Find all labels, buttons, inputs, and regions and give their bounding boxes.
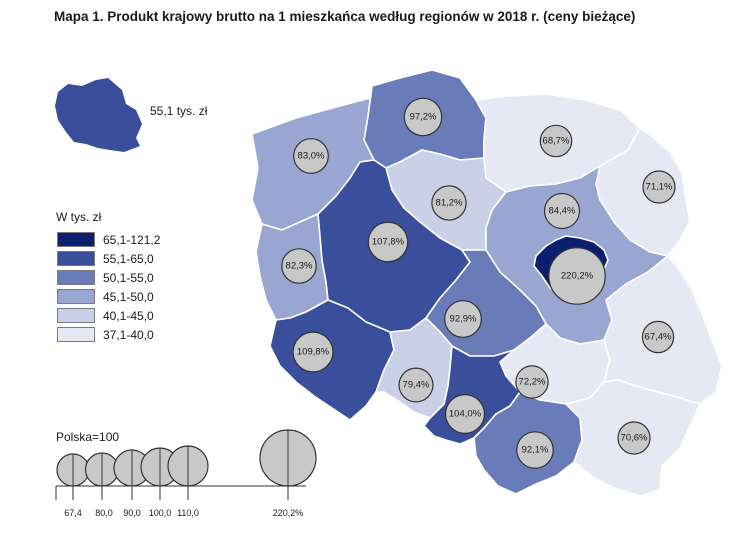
legend-swatch	[57, 270, 95, 285]
bubble-label-3: 81,2%	[436, 198, 463, 209]
bubble-12	[515, 365, 549, 399]
legend-item: 45,1-50,0	[57, 288, 154, 305]
bubble-7	[543, 192, 581, 230]
size-legend-title: Polska=100	[56, 430, 120, 444]
bubble-5	[281, 248, 317, 284]
bubble-label-4: 71,1%	[646, 182, 673, 193]
size-legend-tick: 90,0	[123, 508, 141, 518]
legend-label: 65,1-121,2	[103, 232, 161, 247]
bubble-label-7: 84,4%	[549, 206, 576, 217]
bubble-3	[431, 185, 467, 221]
legend-label: 55,1-65,0	[103, 251, 154, 266]
bubble-10	[292, 331, 334, 373]
bubble-14	[445, 394, 486, 435]
bubble-11	[398, 367, 434, 403]
bubble-label-15: 92,1%	[522, 445, 549, 456]
size-legend-tick: 80,0	[95, 508, 113, 518]
bubble-label-10: 109,8%	[297, 347, 330, 358]
size-legend-tick: 67,4	[64, 508, 82, 518]
bubble-label-16: 70,6%	[621, 433, 648, 444]
bubble-label-14: 104,0%	[449, 409, 482, 420]
legend-item: 65,1-121,2	[57, 231, 160, 248]
size-legend-tick: 100,0	[149, 508, 172, 518]
size-legend: 67,4 80,0 90,0 100,0 110,0 220,2%	[55, 429, 317, 518]
legend-item: 50,1-55,0	[57, 269, 154, 286]
legend-title: W tys. zł	[56, 210, 102, 224]
bubble-label-13: 67,4%	[645, 332, 672, 343]
legend-item: 55,1-65,0	[57, 250, 154, 267]
legend-swatch	[57, 327, 95, 342]
legend-swatch	[57, 251, 95, 266]
bubble-label-12: 72,2%	[519, 377, 546, 388]
bubble-label-8: 220,2%	[561, 271, 594, 282]
legend-swatch	[57, 232, 95, 247]
bubble-15	[516, 431, 554, 469]
size-legend-tick: 220,2%	[273, 508, 304, 518]
bubble-label-5: 82,3%	[286, 261, 313, 272]
legend-item: 37,1-40,0	[57, 326, 154, 343]
bubble-8	[548, 247, 606, 305]
bubble-label-11: 79,4%	[403, 380, 430, 391]
bubble-label-6: 107,8%	[372, 237, 405, 248]
bubble-13	[641, 320, 675, 354]
legend-swatch	[57, 289, 95, 304]
bubble-label-1: 68,7%	[543, 136, 570, 147]
legend-swatch	[57, 308, 95, 323]
national-average-label: 55,1 tys. zł	[150, 104, 208, 118]
legend-label: 50,1-55,0	[103, 270, 154, 285]
map-title: Mapa 1. Produkt krajowy brutto na 1 mies…	[54, 9, 636, 24]
bubble-label-2: 83,0%	[298, 151, 325, 162]
legend-label: 45,1-50,0	[103, 289, 154, 304]
bubble-9	[444, 300, 482, 338]
bubble-label-9: 92,9%	[450, 314, 477, 325]
bubble-16	[617, 421, 651, 455]
bubble-6	[367, 221, 409, 263]
legend-label: 40,1-45,0	[103, 308, 154, 323]
size-legend-tick: 110,0	[177, 508, 199, 518]
bubble-label-0: 97,2%	[410, 112, 437, 123]
national-average-silhouette	[55, 78, 142, 152]
bubble-0	[403, 97, 443, 137]
bubble-2	[293, 138, 329, 174]
bubble-4	[642, 170, 676, 204]
legend-item: 40,1-45,0	[57, 307, 154, 324]
bubble-1	[539, 124, 573, 158]
legend-label: 37,1-40,0	[103, 327, 154, 342]
